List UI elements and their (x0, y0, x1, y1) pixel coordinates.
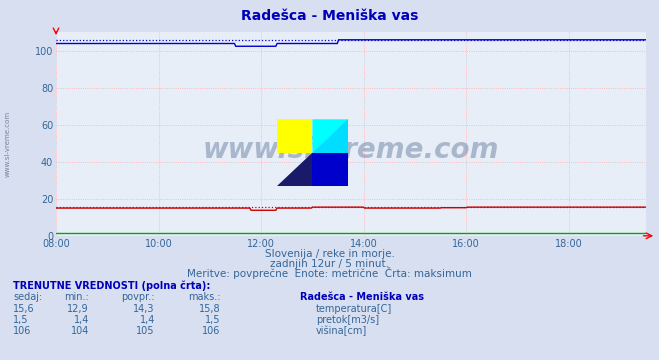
Text: 106: 106 (13, 326, 32, 336)
Text: 14,3: 14,3 (133, 303, 155, 314)
Text: 1,5: 1,5 (205, 315, 221, 325)
Text: pretok[m3/s]: pretok[m3/s] (316, 315, 379, 325)
Text: Slovenija / reke in morje.: Slovenija / reke in morje. (264, 249, 395, 259)
Text: višina[cm]: višina[cm] (316, 326, 367, 336)
Text: 106: 106 (202, 326, 221, 336)
Polygon shape (312, 119, 349, 153)
Bar (277, 119, 312, 153)
Text: 1,5: 1,5 (13, 315, 29, 325)
Text: Radešca - Meniška vas: Radešca - Meniška vas (300, 292, 424, 302)
Text: Radešca - Meniška vas: Radešca - Meniška vas (241, 9, 418, 23)
Polygon shape (277, 153, 312, 186)
Text: zadnjih 12ur / 5 minut.: zadnjih 12ur / 5 minut. (270, 258, 389, 269)
Text: www.si-vreme.com: www.si-vreme.com (203, 136, 499, 165)
Bar (312, 153, 349, 186)
Text: 1,4: 1,4 (140, 315, 155, 325)
Text: 105: 105 (136, 326, 155, 336)
Text: maks.:: maks.: (188, 292, 221, 302)
Text: 15,6: 15,6 (13, 303, 35, 314)
Text: 15,8: 15,8 (199, 303, 221, 314)
Text: temperatura[C]: temperatura[C] (316, 303, 392, 314)
Text: 104: 104 (71, 326, 89, 336)
Text: TRENUTNE VREDNOSTI (polna črta):: TRENUTNE VREDNOSTI (polna črta): (13, 281, 211, 292)
Text: www.si-vreme.com: www.si-vreme.com (5, 111, 11, 177)
Text: min.:: min.: (64, 292, 89, 302)
Polygon shape (312, 119, 349, 153)
Text: Meritve: povprečne  Enote: metrične  Črta: maksimum: Meritve: povprečne Enote: metrične Črta:… (187, 267, 472, 279)
Text: 1,4: 1,4 (74, 315, 89, 325)
Text: povpr.:: povpr.: (121, 292, 155, 302)
Text: 12,9: 12,9 (67, 303, 89, 314)
Text: sedaj:: sedaj: (13, 292, 42, 302)
